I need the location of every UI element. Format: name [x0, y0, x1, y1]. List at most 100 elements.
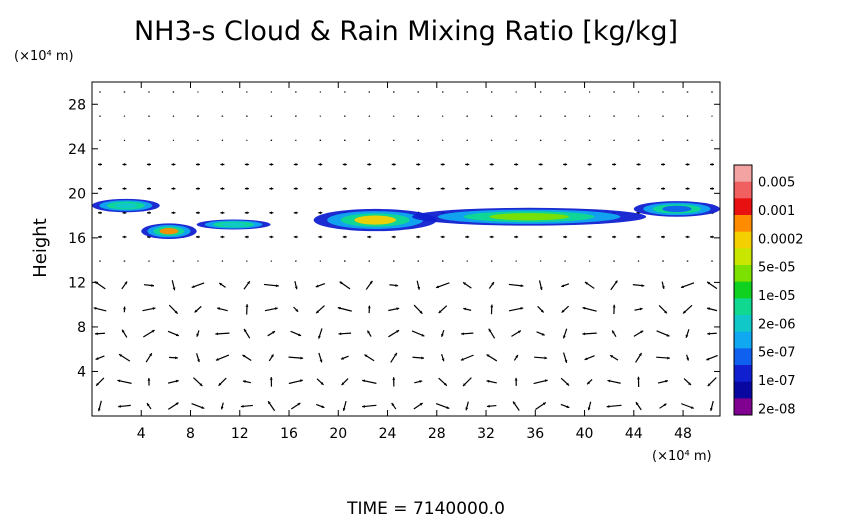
wind-vector: [270, 115, 273, 118]
colorbar-swatch: [734, 231, 752, 249]
wind-vector-head: [367, 187, 370, 191]
wind-vector-head: [612, 163, 615, 166]
wind-vector: [613, 139, 615, 142]
wind-vector-head: [486, 379, 490, 383]
colorbar-label: 5e-05: [758, 261, 796, 276]
wind-vector-head: [489, 187, 493, 191]
wind-vector-head: [465, 235, 468, 239]
wind-vector-head: [319, 359, 323, 363]
wind-vector-head: [318, 163, 321, 166]
wind-vector-head: [124, 281, 128, 285]
wind-vector-head: [341, 382, 345, 386]
y-tick-label: 8: [77, 320, 86, 336]
wind-vector-head: [293, 211, 297, 215]
wind-vector-head: [606, 405, 610, 408]
wind-vector-head: [514, 377, 518, 381]
wind-vector: [466, 260, 469, 262]
wind-vector-head: [299, 379, 303, 383]
wind-vector-head: [460, 357, 464, 361]
wind-vector-head: [118, 404, 121, 408]
wind-vector-head: [364, 354, 368, 358]
wind-vector-head: [561, 284, 565, 288]
wind-vector-head: [194, 309, 198, 313]
wind-vector-head: [342, 407, 346, 411]
wind-vector-head: [146, 163, 150, 166]
wind-vector-head: [367, 330, 371, 334]
wind-vector-head: [297, 402, 301, 406]
wind-vector-head: [564, 359, 568, 363]
wind-vector-head: [710, 187, 713, 191]
cloud-contour: [354, 215, 397, 225]
wind-vector-head: [220, 406, 224, 410]
wind-vector-head: [391, 187, 395, 191]
wind-vector-head: [217, 307, 221, 311]
wind-vector-head: [220, 163, 224, 166]
wind-vector-head: [293, 235, 297, 239]
chart-title: NH3-s Cloud & Rain Mixing Ratio [kg/kg]: [134, 16, 678, 47]
wind-vector-head: [566, 405, 570, 409]
wind-vector-head: [685, 334, 689, 338]
wind-vector-head: [612, 187, 615, 191]
wind-vector: [270, 91, 273, 93]
wind-vector: [637, 91, 640, 93]
wind-vector-head: [563, 187, 566, 191]
x-tick-label: 28: [428, 426, 446, 442]
wind-vector-head: [244, 187, 248, 191]
wind-vector-head: [175, 402, 179, 406]
wind-vector-head: [96, 382, 99, 386]
wind-vector-head: [514, 163, 517, 166]
colorbar-swatch: [734, 248, 752, 266]
wind-vector-head: [463, 282, 467, 286]
colorbar-label: 1e-05: [758, 289, 796, 304]
wind-vector-head: [318, 187, 321, 191]
wind-vector-head: [520, 284, 524, 288]
colorbar: 0.005 0.001 0.0002 5e-05 1e-05 2e-06 5e-07 1e-0…: [733, 164, 804, 417]
wind-vector-head: [293, 163, 297, 166]
wind-vector-head: [318, 235, 321, 239]
wind-vector-head: [269, 377, 273, 380]
wind-vector-head: [391, 402, 395, 406]
wind-vector-head: [419, 403, 423, 406]
wind-vector-head: [98, 235, 101, 239]
wind-vector-head: [338, 332, 342, 336]
plot-frame: [91, 81, 721, 417]
wind-vector-head: [220, 235, 224, 239]
wind-vector-head: [416, 187, 419, 191]
x-tick-label: 16: [280, 426, 298, 442]
wind-vector-head: [191, 285, 195, 288]
wind-vector-head: [710, 235, 713, 239]
wind-vector: [294, 139, 297, 142]
wind-vector-head: [98, 211, 101, 215]
wind-vector-head: [197, 359, 200, 363]
colorbar-swatch: [734, 215, 752, 233]
wind-vector-head: [707, 332, 710, 336]
wind-vector-head: [147, 378, 151, 381]
y-tick-label: 16: [68, 231, 86, 247]
wind-vector: [490, 139, 493, 142]
wind-vector-head: [710, 163, 713, 166]
wind-vector: [662, 115, 664, 118]
y-tick-label: 24: [68, 142, 86, 158]
wind-vector-head: [417, 286, 421, 290]
wind-vector-head: [461, 332, 464, 336]
wind-vector-head: [489, 163, 493, 166]
wind-vector-head: [174, 310, 178, 314]
wind-vector-head: [462, 383, 466, 387]
wind-vector-head: [151, 284, 154, 287]
wind-vector-head: [421, 356, 425, 360]
wind-vector-head: [419, 380, 423, 383]
colorbar-swatch: [734, 281, 752, 299]
wind-vector-head: [396, 330, 400, 333]
wind-vector-head: [517, 330, 521, 334]
x-tick-label: 8: [186, 426, 195, 442]
wind-vector-head: [664, 310, 667, 314]
wind-vector-head: [637, 376, 640, 380]
wind-vector-head: [98, 163, 101, 166]
wind-vector-head: [514, 187, 517, 191]
wind-vector-head: [362, 404, 365, 408]
wind-vector-head: [582, 306, 586, 310]
wind-vector-head: [342, 235, 346, 239]
wind-vector-head: [318, 335, 321, 339]
x-tick-label: 4: [137, 426, 146, 442]
wind-vector-head: [123, 306, 126, 310]
